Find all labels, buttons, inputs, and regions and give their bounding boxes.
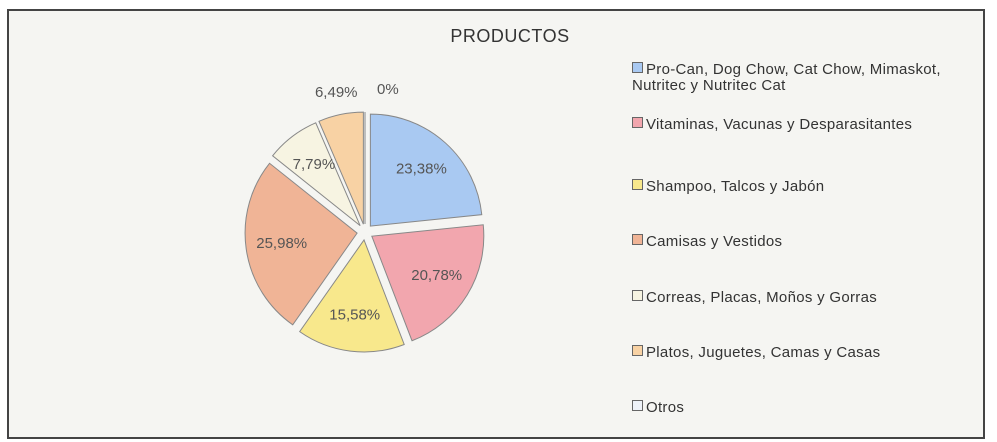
data-label: 7,79% bbox=[293, 156, 336, 173]
data-label: 6,49% bbox=[315, 84, 358, 101]
legend-label: Platos, Juguetes, Camas y Casas bbox=[646, 344, 881, 361]
legend-item: Shampoo, Talcos y Jabón bbox=[632, 179, 962, 195]
legend-item: Platos, Juguetes, Camas y Casas bbox=[632, 345, 962, 361]
pie-slice bbox=[318, 111, 364, 225]
legend-item: Camisas y Vestidos bbox=[632, 234, 962, 250]
pie-slice bbox=[244, 162, 358, 326]
legend-item: Otros bbox=[632, 400, 962, 416]
legend-swatch bbox=[632, 400, 643, 411]
chart-frame bbox=[7, 9, 985, 439]
legend-label: Camisas y Vestidos bbox=[646, 233, 783, 250]
pie-slice bbox=[298, 238, 405, 353]
pie-slice bbox=[369, 113, 483, 227]
legend-label: Correas, Placas, Moños y Gorras bbox=[646, 289, 878, 306]
legend-label: Pro-Can, Dog Chow, Cat Chow, Mimaskot, N… bbox=[632, 61, 941, 94]
legend-item: Vitaminas, Vacunas y Desparasitantes bbox=[632, 117, 962, 133]
data-label: 25,98% bbox=[256, 235, 307, 252]
legend-label: Shampoo, Talcos y Jabón bbox=[646, 178, 825, 195]
legend-item: Correas, Placas, Moños y Gorras bbox=[632, 290, 962, 306]
legend-swatch bbox=[632, 234, 643, 245]
data-label: 23,38% bbox=[396, 161, 447, 178]
data-label: 0% bbox=[377, 81, 399, 98]
legend-swatch bbox=[632, 62, 643, 73]
legend-label: Otros bbox=[646, 399, 685, 416]
data-label: 15,58% bbox=[329, 306, 380, 323]
legend-swatch bbox=[632, 117, 643, 128]
chart-title: PRODUCTOS bbox=[450, 26, 569, 46]
legend-swatch bbox=[632, 345, 643, 356]
pie-slice bbox=[371, 224, 485, 342]
legend-swatch bbox=[632, 179, 643, 190]
legend-swatch bbox=[632, 290, 643, 301]
data-label: 20,78% bbox=[411, 267, 462, 284]
legend-label: Vitaminas, Vacunas y Desparasitantes bbox=[646, 116, 913, 133]
legend-item: Pro-Can, Dog Chow, Cat Chow, Mimaskot, N… bbox=[632, 62, 962, 94]
pie-slice bbox=[271, 122, 361, 227]
